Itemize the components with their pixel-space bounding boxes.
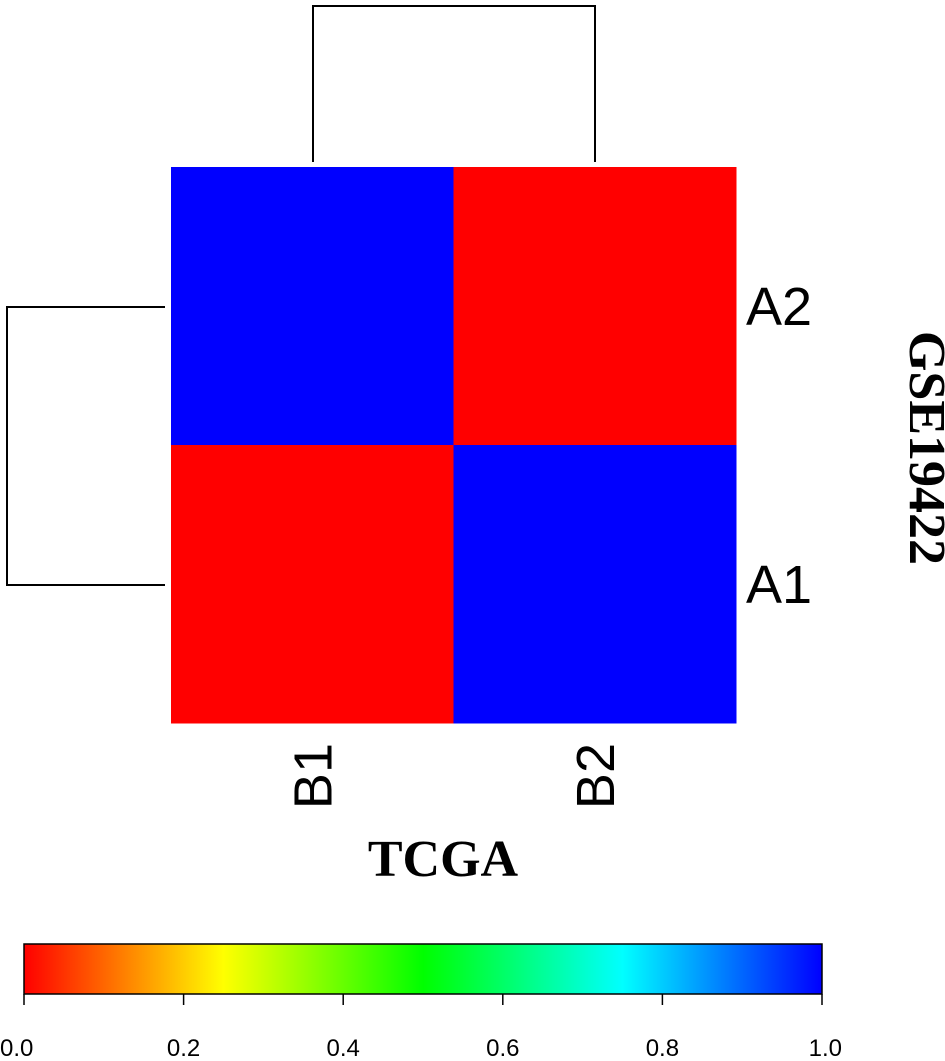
y-axis-title: GSE19422 xyxy=(898,331,945,565)
heatmap-cell-a2-b2 xyxy=(453,167,737,446)
x-axis-title: TCGA xyxy=(368,831,519,888)
row-label-a1: A1 xyxy=(746,555,812,615)
color-scale-ticks: 0.0 0.2 0.4 0.6 0.8 1.0 xyxy=(0,994,842,1061)
heatmap-cells xyxy=(171,167,737,724)
column-label-b2: B2 xyxy=(566,743,626,809)
column-label-b1: B1 xyxy=(283,743,343,809)
color-scale-tick-label: 0.4 xyxy=(327,1035,360,1061)
color-scale-tick-label: 0.8 xyxy=(646,1035,679,1061)
column-labels: B1 B2 xyxy=(283,743,626,809)
color-scale-bar xyxy=(23,943,823,995)
heatmap-cell-a1-b2 xyxy=(453,445,737,724)
color-scale-tick-label: 0.0 xyxy=(0,1035,33,1061)
color-scale-tick-label: 1.0 xyxy=(809,1035,842,1061)
color-scale-tick-label: 0.2 xyxy=(167,1035,200,1061)
color-scale-tick-label: 0.6 xyxy=(486,1035,519,1061)
row-labels: A2 A1 xyxy=(746,277,812,615)
heatmap-cell-a2-b1 xyxy=(171,167,454,446)
heatmap-cell-a1-b1 xyxy=(171,445,454,724)
row-dendrogram xyxy=(6,306,165,586)
column-dendrogram xyxy=(312,5,596,162)
row-label-a2: A2 xyxy=(746,277,812,337)
